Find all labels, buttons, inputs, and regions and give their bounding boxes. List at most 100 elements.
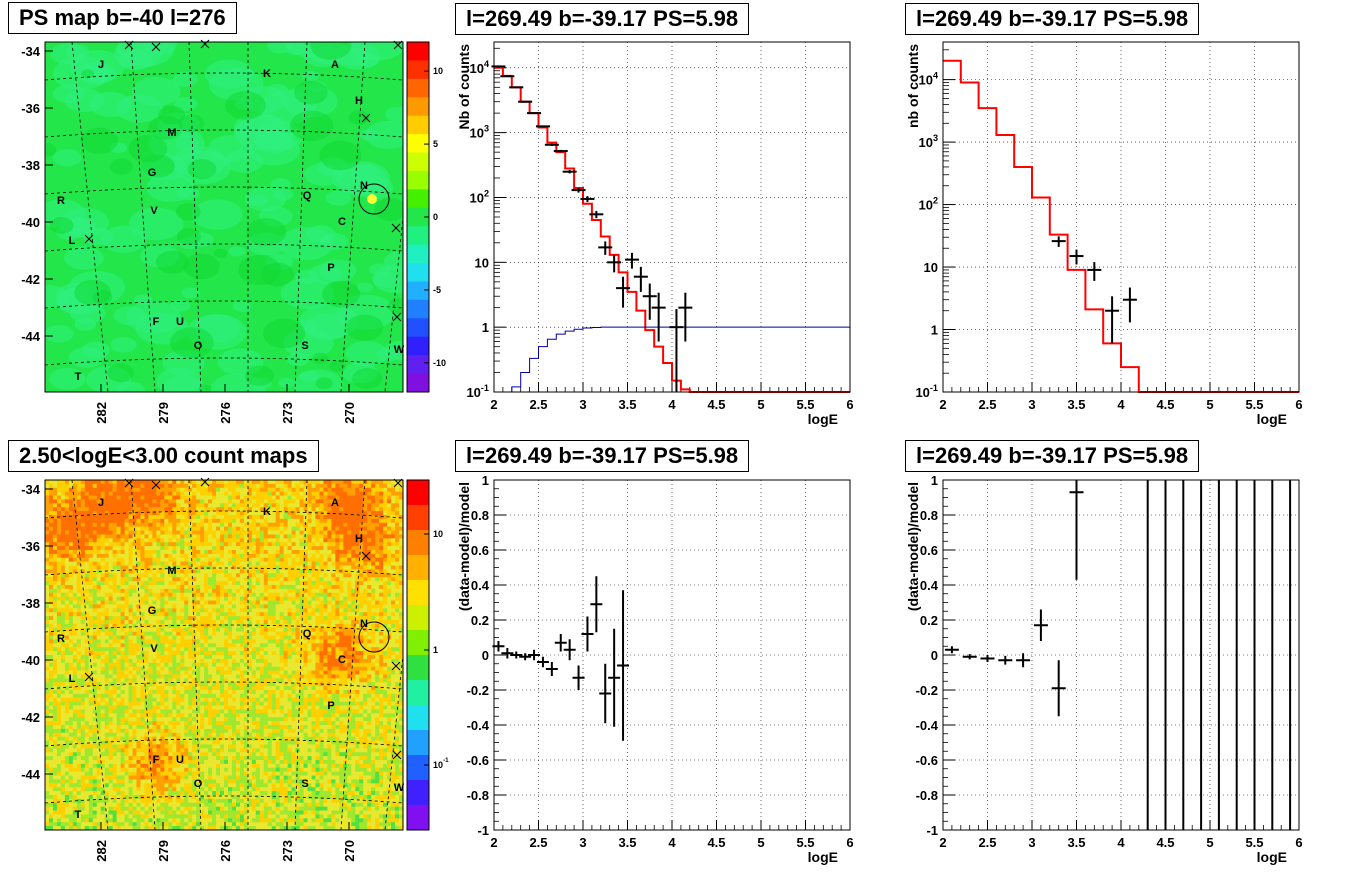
map-pixel bbox=[327, 612, 332, 617]
map-pixel bbox=[88, 604, 94, 609]
map-pixel bbox=[80, 561, 86, 566]
map-pixel bbox=[76, 612, 82, 617]
map-pixel bbox=[204, 585, 209, 590]
map-pixel bbox=[156, 666, 161, 671]
map-pixel bbox=[255, 631, 261, 636]
map-pixel bbox=[303, 561, 308, 566]
map-pixel bbox=[391, 674, 396, 679]
map-pixel bbox=[295, 581, 300, 586]
map-pixel bbox=[196, 631, 201, 636]
map-pixel bbox=[116, 596, 121, 601]
map-pixel bbox=[395, 565, 400, 570]
map-pixel bbox=[212, 546, 217, 551]
map-pixel bbox=[271, 658, 277, 664]
map-pixel bbox=[227, 507, 233, 512]
map-pixel bbox=[279, 666, 285, 671]
map-pixel bbox=[263, 674, 269, 679]
map-pixel bbox=[176, 495, 181, 500]
map-pixel bbox=[351, 581, 356, 586]
map-pixel bbox=[279, 495, 285, 500]
map-pixel bbox=[327, 616, 332, 621]
map-pixel bbox=[331, 581, 336, 586]
map-pixel bbox=[299, 666, 304, 671]
map-pixel bbox=[56, 616, 62, 621]
map-pixel bbox=[391, 631, 396, 636]
map-pixel bbox=[327, 573, 332, 578]
map-pixel bbox=[391, 588, 396, 594]
map-pixel bbox=[307, 581, 312, 586]
map-pixel bbox=[160, 670, 165, 675]
map-pixel bbox=[76, 553, 82, 559]
map-pixel bbox=[343, 651, 348, 656]
map-pixel bbox=[152, 627, 157, 633]
map-pixel bbox=[351, 495, 356, 500]
map-pixel bbox=[76, 631, 82, 636]
map-pixel bbox=[84, 495, 90, 500]
map-pixel bbox=[371, 522, 376, 528]
map-pixel bbox=[216, 655, 221, 660]
map-pixel bbox=[255, 518, 261, 524]
map-pixel bbox=[395, 651, 400, 656]
map-pixel bbox=[291, 581, 296, 586]
map-pixel bbox=[172, 588, 177, 594]
map-pixel bbox=[383, 666, 388, 671]
map-pixel bbox=[279, 639, 285, 644]
map-grid-line bbox=[294, 42, 308, 392]
map-pixel bbox=[88, 507, 94, 512]
map-pixel bbox=[299, 651, 304, 656]
map-pixel bbox=[263, 585, 269, 590]
map-pixel bbox=[188, 612, 193, 617]
map-pixel bbox=[188, 530, 193, 535]
map-pixel bbox=[391, 487, 396, 493]
map-pixel bbox=[168, 577, 173, 582]
map-patch bbox=[299, 303, 359, 339]
map-pixel bbox=[132, 542, 137, 547]
map-pixel bbox=[255, 522, 261, 528]
map-pixel bbox=[343, 678, 348, 683]
map-pixel bbox=[231, 670, 237, 675]
map-pixel bbox=[295, 670, 300, 675]
map-pixel bbox=[204, 499, 209, 504]
map-pixel bbox=[247, 592, 253, 598]
map-pixel bbox=[76, 518, 82, 524]
map-pixel bbox=[72, 561, 78, 566]
map-pixel bbox=[100, 487, 106, 493]
source-label: A bbox=[331, 59, 339, 71]
map-pixel bbox=[239, 569, 245, 574]
map-pixel bbox=[220, 550, 225, 555]
map-pixel bbox=[355, 515, 360, 520]
map-pixel bbox=[200, 639, 205, 644]
map-pixel bbox=[224, 670, 229, 675]
map-pixel bbox=[224, 643, 229, 648]
map-pixel bbox=[68, 483, 74, 489]
map-pixel bbox=[383, 534, 388, 539]
map-pixel bbox=[351, 577, 356, 582]
map-pixel bbox=[283, 647, 289, 652]
map-pixel bbox=[200, 581, 205, 586]
map-patch bbox=[232, 300, 252, 312]
map-pixel bbox=[212, 491, 217, 496]
map-pixel bbox=[220, 546, 225, 551]
map-pixel bbox=[48, 487, 54, 493]
map-pixel bbox=[152, 573, 157, 578]
map-pixel bbox=[311, 623, 316, 629]
map-pixel bbox=[164, 604, 169, 609]
map-pixel bbox=[371, 495, 376, 500]
map-pixel bbox=[196, 585, 201, 590]
map-pixel bbox=[227, 592, 233, 598]
map-pixel bbox=[152, 557, 157, 563]
map-pixel bbox=[359, 557, 364, 563]
map-pixel bbox=[255, 585, 261, 590]
map-pixel bbox=[164, 620, 169, 625]
map-pixel bbox=[343, 616, 348, 621]
map-pixel bbox=[196, 483, 201, 489]
map-pixel bbox=[144, 612, 149, 617]
map-pixel bbox=[120, 526, 125, 531]
map-pixel bbox=[156, 487, 161, 493]
map-pixel bbox=[104, 530, 110, 535]
map-pixel bbox=[144, 627, 149, 633]
map-pixel bbox=[80, 651, 86, 656]
map-pixel bbox=[48, 643, 54, 648]
map-pixel bbox=[148, 577, 153, 582]
map-pixel bbox=[208, 499, 213, 504]
